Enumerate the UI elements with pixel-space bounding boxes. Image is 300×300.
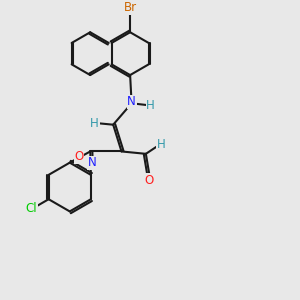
Text: H: H bbox=[146, 99, 155, 112]
Text: O: O bbox=[145, 174, 154, 187]
Text: O: O bbox=[74, 150, 84, 163]
Text: H: H bbox=[90, 117, 99, 130]
Text: N: N bbox=[127, 95, 136, 108]
Text: Cl: Cl bbox=[26, 202, 37, 215]
Text: H: H bbox=[157, 137, 166, 151]
Text: Br: Br bbox=[124, 1, 137, 14]
Text: N: N bbox=[88, 156, 96, 169]
